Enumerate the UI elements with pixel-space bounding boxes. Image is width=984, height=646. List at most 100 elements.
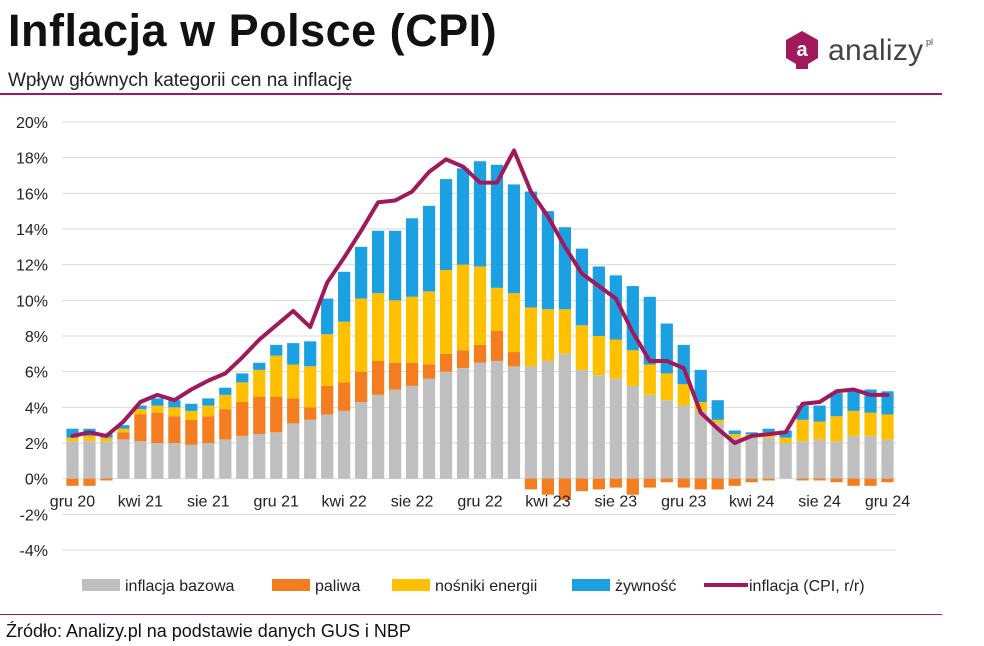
bar-segment — [236, 382, 249, 402]
bar-segment — [830, 478, 843, 483]
page-title: Inflacja w Polsce (CPI) — [8, 5, 498, 56]
bar-segment — [372, 360, 385, 395]
bar-segment — [881, 439, 894, 479]
bar-segment — [796, 478, 809, 481]
bar-segment — [405, 296, 419, 363]
bar-segment — [100, 478, 113, 481]
x-tick-label: gru 20 — [50, 494, 95, 511]
legend-swatch — [272, 579, 310, 591]
bar-segment — [847, 389, 860, 411]
bar-segment — [694, 369, 707, 402]
bar-segment — [847, 478, 860, 486]
bar-segment — [660, 478, 673, 483]
bar-segment — [270, 396, 283, 433]
bar-segment — [592, 266, 605, 336]
x-tick-label: gru 23 — [661, 494, 706, 511]
bar-segment — [541, 309, 555, 361]
y-tick-label: 20% — [16, 115, 48, 132]
bar-segment — [507, 293, 521, 353]
bar-segment — [372, 230, 385, 294]
legend-label: paliwa — [315, 578, 360, 595]
bar-segment — [134, 441, 147, 479]
bar-segment — [694, 401, 707, 411]
y-tick-label: 16% — [16, 186, 48, 203]
bar-segment — [660, 400, 673, 479]
source-note: Źródło: Analizy.pl na podstawie danych G… — [6, 621, 411, 641]
bar-segment — [745, 478, 758, 483]
bar-segment — [813, 405, 826, 422]
bar-segment — [270, 355, 283, 397]
bar-segment — [151, 405, 164, 413]
bar-segment — [711, 423, 724, 479]
bar-segment — [779, 437, 792, 443]
bar-segment — [830, 416, 843, 442]
bar-segment — [338, 321, 351, 383]
bar-segment — [456, 168, 470, 265]
bar-segment — [728, 430, 741, 435]
bar-segment — [185, 403, 198, 411]
bar-segment — [321, 334, 334, 386]
bar-segment — [677, 384, 690, 406]
bar-segment — [881, 414, 894, 440]
bar-segment — [711, 419, 724, 424]
bar-segment — [168, 443, 181, 479]
bar-segment — [321, 385, 334, 415]
bar-segment — [813, 439, 826, 479]
legend-label: nośniki energii — [435, 578, 537, 595]
bar-segment — [202, 416, 215, 443]
y-tick-label: -2% — [20, 507, 48, 524]
bar-segment — [117, 428, 130, 433]
bar-segment — [694, 410, 707, 479]
x-axis-ticks: gru 20 kwi 21 sie 21 gru 21 kwi 22 sie 22 gru … — [50, 494, 910, 511]
bar-segment — [592, 336, 605, 376]
bar-segment — [711, 400, 724, 420]
bar-segment — [524, 366, 538, 479]
bar-segment — [287, 398, 300, 424]
y-tick-label: 12% — [16, 258, 48, 275]
bar-segment — [558, 227, 572, 310]
y-tick-label: 6% — [25, 365, 48, 382]
legend-item: inflacja bazowa — [82, 578, 235, 595]
bar-segment — [388, 230, 402, 301]
bar-segment — [524, 307, 538, 367]
y-tick-label: 10% — [16, 293, 48, 310]
bar-segment — [813, 421, 826, 440]
bar-segment — [287, 343, 300, 365]
bar-segment — [575, 478, 588, 492]
x-tick-label: sie 23 — [594, 494, 637, 511]
x-tick-label: sie 24 — [798, 494, 841, 511]
page-subtitle: Wpływ głównych kategorii cen na inflację — [8, 70, 353, 91]
bar-segment — [287, 364, 300, 399]
bar-segment — [762, 428, 775, 433]
bar-segment — [847, 435, 860, 479]
bar-segment — [558, 309, 572, 354]
bar-segment — [134, 405, 147, 410]
footer-rule — [0, 614, 942, 615]
bar-segment — [609, 275, 622, 340]
bar-segment — [151, 412, 164, 443]
bar-segment — [117, 432, 130, 440]
bar-segment — [643, 478, 656, 488]
bar-segment — [592, 478, 605, 490]
bar-segment — [711, 478, 724, 490]
bar-segment — [473, 266, 487, 345]
bar-segment — [202, 398, 215, 406]
bar-segment — [456, 264, 470, 351]
y-tick-label: 18% — [16, 151, 48, 168]
bar-segment — [694, 478, 707, 490]
bar-segment — [185, 410, 198, 420]
y-tick-label: 14% — [16, 222, 48, 239]
bar-segment — [490, 164, 504, 288]
bar-segment — [219, 387, 232, 395]
y-tick-label: 2% — [25, 436, 48, 453]
bar-segment — [270, 344, 283, 356]
logo-letter: a — [796, 39, 808, 61]
bar-segment — [134, 414, 147, 442]
bar-segment — [134, 409, 147, 415]
legend-swatch — [392, 579, 430, 591]
bar-segment — [100, 437, 113, 442]
bar-segment — [439, 179, 453, 271]
logo-text: analizy — [828, 34, 924, 67]
bar-segment — [507, 352, 521, 367]
legend: inflacja bazowa paliwa nośniki energii żywn… — [82, 578, 865, 595]
